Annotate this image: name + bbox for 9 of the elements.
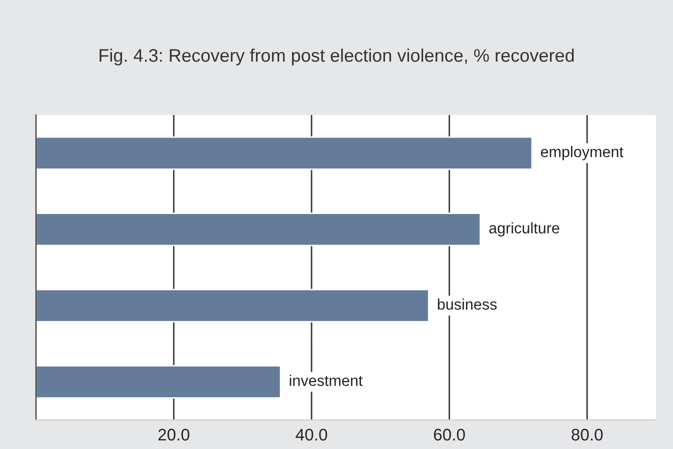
x-tick-label: 60.0 — [434, 428, 465, 441]
x-tick-label: 40.0 — [296, 428, 328, 441]
y-tick-label: employment — [540, 146, 624, 160]
y-tick-label: agriculture — [489, 222, 560, 236]
y-tick-label: investment — [290, 374, 363, 386]
x-tick-label: 20.0 — [158, 428, 190, 441]
x-tick-label: 80.0 — [572, 428, 603, 441]
chart-title: Fig. 4.3: Recovery from post election violence, % recovered — [100, 48, 574, 66]
y-tick-label: business — [438, 298, 497, 310]
